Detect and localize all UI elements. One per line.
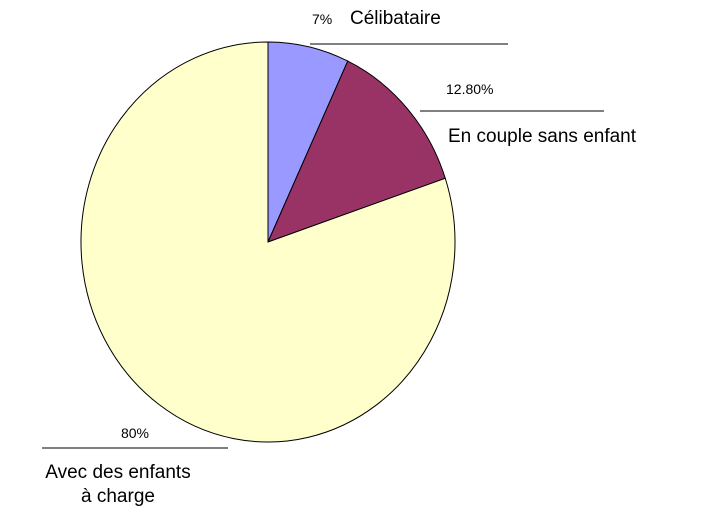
data-label: 7%	[312, 11, 332, 27]
category-label: Avec des enfants à charge	[45, 462, 190, 507]
pie-slice	[267, 60, 446, 243]
category-label: En couple sans enfant	[448, 126, 637, 147]
data-label: 12.80%	[446, 81, 493, 97]
data-label: 80%	[121, 425, 149, 441]
pie-slice	[80, 41, 456, 443]
category-label: Célibataire	[350, 8, 441, 29]
